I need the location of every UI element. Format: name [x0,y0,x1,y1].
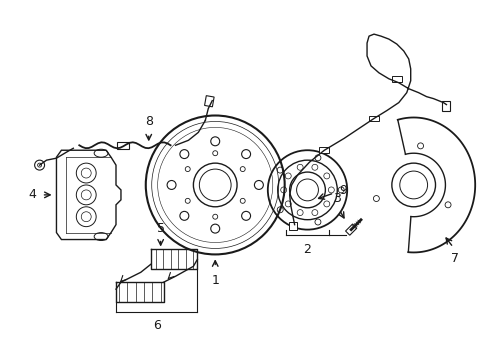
Text: 5: 5 [156,221,164,235]
Text: 4: 4 [29,188,37,201]
Text: 9: 9 [339,184,346,197]
Polygon shape [345,224,356,235]
Text: 6: 6 [152,319,160,332]
Bar [204,96,214,107]
Bar [319,147,328,153]
Text: 7: 7 [450,252,458,265]
Text: 2: 2 [303,243,311,256]
Bar [391,76,401,82]
Text: 3: 3 [333,192,341,205]
Text: 8: 8 [144,116,152,129]
Bar [117,142,129,149]
Circle shape [35,160,44,170]
Bar [288,222,296,230]
Bar [442,100,449,111]
Text: 1: 1 [211,274,219,287]
Bar [368,116,378,121]
